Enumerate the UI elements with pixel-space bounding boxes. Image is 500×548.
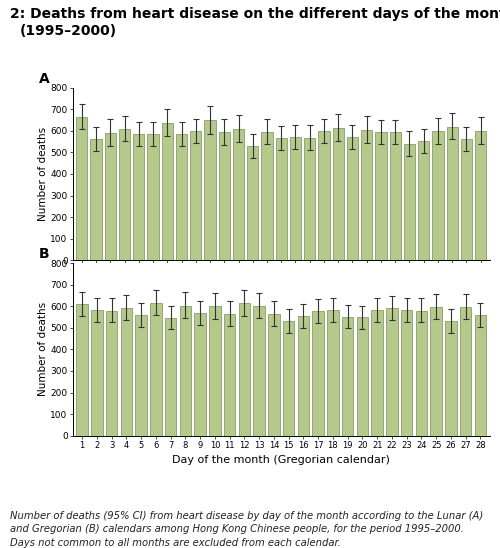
- Text: 2: Deaths from heart disease on the different days of the month: 2: Deaths from heart disease on the diff…: [10, 7, 500, 21]
- Bar: [209, 306, 220, 436]
- Bar: [356, 317, 368, 436]
- Bar: [162, 123, 173, 260]
- Text: Number of deaths (95% CI) from heart disease by day of the month according to th: Number of deaths (95% CI) from heart dis…: [10, 511, 483, 548]
- Bar: [119, 129, 130, 260]
- Bar: [372, 310, 383, 436]
- Bar: [218, 132, 230, 260]
- Text: (1995–2000): (1995–2000): [20, 24, 117, 38]
- X-axis label: Day of the month (Lunar calendar): Day of the month (Lunar calendar): [184, 279, 378, 290]
- Bar: [432, 132, 444, 260]
- Bar: [386, 309, 398, 436]
- Bar: [148, 134, 158, 260]
- Bar: [136, 315, 147, 436]
- Bar: [133, 134, 144, 260]
- Bar: [401, 310, 412, 436]
- Bar: [327, 310, 338, 436]
- Bar: [283, 321, 294, 436]
- Bar: [106, 311, 118, 436]
- Text: B: B: [39, 247, 50, 261]
- Bar: [312, 311, 324, 436]
- Bar: [150, 303, 162, 436]
- Bar: [404, 144, 415, 260]
- Bar: [347, 137, 358, 260]
- Bar: [430, 307, 442, 436]
- Bar: [318, 132, 330, 260]
- Y-axis label: Number of deaths: Number of deaths: [38, 302, 48, 396]
- Bar: [290, 138, 301, 260]
- Bar: [276, 138, 287, 260]
- Bar: [76, 305, 88, 436]
- X-axis label: Day of the month (Gregorian calendar): Day of the month (Gregorian calendar): [172, 455, 390, 465]
- Bar: [268, 314, 280, 436]
- Bar: [445, 321, 456, 436]
- Bar: [176, 134, 187, 260]
- Bar: [332, 128, 344, 260]
- Text: A: A: [39, 72, 50, 86]
- Bar: [76, 117, 88, 260]
- Bar: [298, 316, 309, 436]
- Bar: [342, 317, 353, 436]
- Bar: [104, 133, 116, 260]
- Bar: [204, 120, 216, 260]
- Bar: [91, 310, 102, 436]
- Bar: [90, 139, 102, 260]
- Bar: [254, 306, 265, 436]
- Bar: [416, 311, 427, 436]
- Bar: [361, 130, 372, 260]
- Bar: [390, 132, 401, 260]
- Bar: [262, 132, 272, 260]
- Bar: [238, 304, 250, 436]
- Bar: [224, 314, 235, 436]
- Bar: [418, 141, 430, 260]
- Bar: [376, 132, 386, 260]
- Bar: [460, 307, 471, 436]
- Bar: [304, 138, 316, 260]
- Bar: [475, 131, 486, 260]
- Bar: [233, 129, 244, 260]
- Bar: [190, 132, 202, 260]
- Bar: [461, 139, 472, 260]
- Bar: [194, 313, 206, 436]
- Bar: [165, 318, 176, 436]
- Y-axis label: Number of deaths: Number of deaths: [38, 127, 48, 221]
- Bar: [474, 315, 486, 436]
- Bar: [180, 306, 191, 436]
- Bar: [120, 308, 132, 436]
- Bar: [247, 146, 258, 260]
- Bar: [446, 127, 458, 260]
